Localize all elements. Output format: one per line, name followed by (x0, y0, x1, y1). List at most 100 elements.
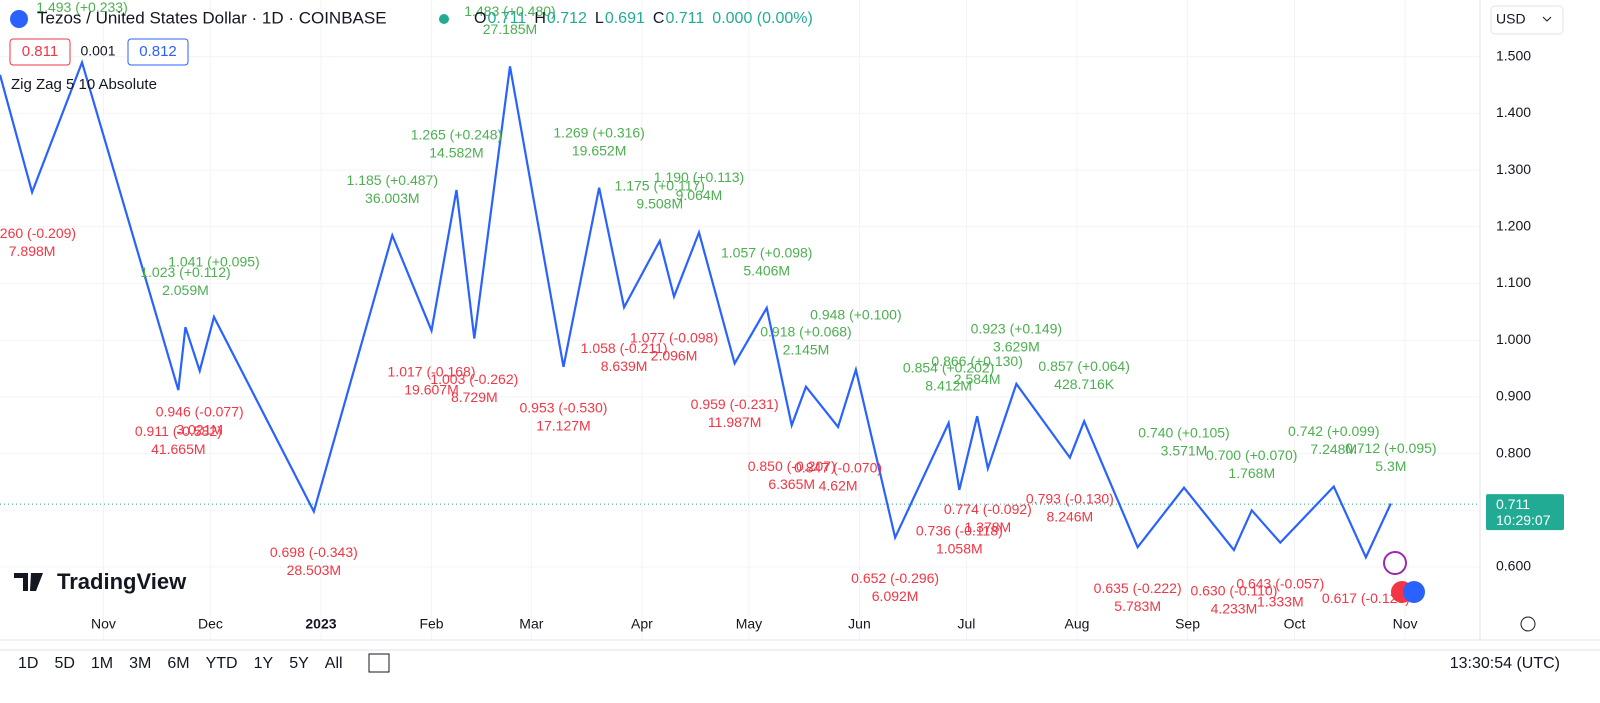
pivot-label: 0.948 (+0.100) (810, 306, 901, 322)
ohlc-key: O (474, 10, 486, 27)
pivot-label: 0.736 (-0.118) (916, 523, 1003, 539)
range-button[interactable]: 5D (54, 655, 74, 672)
spread: 0.001 (80, 43, 115, 59)
volume-label: 17.127M (536, 418, 590, 434)
buy-button[interactable] (127, 38, 189, 66)
date-range-icon[interactable] (368, 653, 390, 673)
clock: 13:30:54 (UTC) (1450, 655, 1560, 672)
range-button[interactable]: YTD (206, 655, 238, 672)
x-tick-label: Apr (631, 616, 653, 632)
volume-label: 8.246M (1047, 508, 1094, 524)
range-button[interactable]: 1D (18, 655, 38, 672)
pivot-label: 1.057 (+0.098) (721, 245, 812, 261)
volume-label: 19.607M (404, 381, 458, 397)
volume-label: 27.185M (483, 21, 537, 37)
volume-label: 28.503M (287, 562, 341, 578)
volume-label: 2.096M (651, 347, 698, 363)
x-tick-label: Jun (848, 616, 871, 632)
pivot-label: 1.269 (+0.316) (553, 124, 644, 140)
event-icon[interactable] (1383, 551, 1407, 575)
y-tick-label: 1.000 (1496, 331, 1531, 347)
symbol-title: Tezos / United States Dollar · 1D · COIN… (37, 8, 387, 27)
volume-label: 1.768M (1228, 465, 1275, 481)
volume-label: 7.248M (1310, 441, 1357, 457)
x-tick-label: Oct (1284, 616, 1306, 632)
pivot-label: 1.483 (+0.480) (464, 3, 555, 19)
currency-label[interactable]: USD (1496, 11, 1526, 27)
x-tick-label: Mar (519, 616, 543, 632)
buy-price[interactable]: 0.812 (139, 43, 177, 60)
y-tick-label: 1.300 (1496, 161, 1531, 177)
y-tick-label: 1.400 (1496, 104, 1531, 120)
pivot-label: 0.742 (+0.099) (1288, 423, 1379, 439)
pivot-label: 1.175 (+0.117) (615, 178, 705, 194)
y-tick-label: 1.500 (1496, 47, 1531, 63)
range-button[interactable]: 3M (129, 655, 151, 672)
currency-selector[interactable] (1490, 5, 1564, 35)
y-tick-label: 0.900 (1496, 388, 1531, 404)
pivot-label: 0.923 (+0.149) (971, 321, 1062, 337)
pivot-label: 1.260 (-0.209) (0, 225, 76, 241)
countdown: 10:29:07 (1496, 512, 1551, 528)
pivot-label: 0.847 (-0.070) (794, 460, 882, 476)
volume-label: 5.3M (1375, 458, 1406, 474)
volume-label: 4.233M (1211, 601, 1258, 617)
ohlc-key: C (653, 10, 665, 27)
footer: 1D 5D 1M 3M 6M YTD 1Y 5Y All (18, 655, 343, 672)
volume-label: 6.365M (768, 476, 815, 492)
volume-label: 3.021M (176, 422, 223, 438)
volume-label: 1.058M (936, 541, 983, 557)
pivot-label: 0.617 (-0.125) (1322, 590, 1410, 606)
sell-button[interactable] (9, 38, 71, 66)
pivot-label: 0.918 (+0.068) (760, 323, 851, 339)
flag-icon[interactable] (1403, 581, 1425, 603)
volume-label: 6.092M (872, 588, 919, 604)
x-tick-label: May (736, 616, 762, 632)
pivot-label: 0.700 (+0.070) (1206, 447, 1297, 463)
x-tick-label: Aug (1065, 616, 1090, 632)
x-tick-label: Nov (1393, 616, 1418, 632)
sell-price[interactable]: 0.811 (22, 43, 58, 60)
indicator-legend[interactable]: Zig Zag 5 10 Absolute (11, 76, 157, 93)
volume-label: 9.508M (636, 196, 683, 212)
volume-label: 2.145M (783, 341, 830, 357)
x-tick-label: Dec (198, 616, 223, 632)
volume-label: 7.898M (9, 243, 56, 259)
volume-label: 3.571M (1161, 442, 1208, 458)
volume-label: 8.639M (601, 358, 648, 374)
zigzag-line (0, 58, 1392, 561)
pivot-label: 0.698 (-0.343) (270, 544, 358, 560)
pivot-label: 0.630 (-0.110) (1190, 583, 1277, 599)
pivot-label: 0.850 (-0.207) (748, 458, 836, 474)
pivot-label: 1.017 (-0.168) (388, 363, 476, 379)
ohlc-key: H (534, 10, 546, 27)
range-button[interactable]: 1Y (254, 655, 274, 672)
settings-icon[interactable] (1520, 616, 1536, 632)
range-button[interactable]: 5Y (289, 655, 309, 672)
pivot-label: 0.643 (-0.057) (1236, 575, 1324, 591)
logo-mark (14, 573, 43, 591)
volume-label: 9.064M (676, 187, 723, 203)
pivot-label: 1.023 (+0.112) (140, 264, 230, 280)
range-button[interactable]: 1M (91, 655, 113, 672)
x-tick-label: Jul (958, 616, 976, 632)
volume-label: 2.584M (954, 371, 1001, 387)
pivot-label: 1.041 (+0.095) (168, 254, 259, 270)
range-button[interactable]: 6M (167, 655, 189, 672)
logo-text: TradingView (57, 569, 187, 594)
plot-area: 1.260 (-0.209) 7.898M 1.493 (+0.233) 0.911 … (0, 0, 1480, 640)
pivot-label: 0.857 (+0.064) (1038, 358, 1129, 374)
range-button[interactable]: All (325, 655, 343, 672)
pivot-label: 0.793 (-0.130) (1026, 490, 1114, 506)
pivot-label: 0.712 (+0.095) (1345, 440, 1436, 456)
y-tick-label: 1.200 (1496, 218, 1531, 234)
pivot-label: 1.493 (+0.233) (36, 0, 127, 15)
volume-label: 4.62M (819, 478, 858, 494)
dropdown-arrow (1542, 16, 1552, 22)
ohlc-change: 0.000 (0.00%) (712, 10, 813, 27)
last-price-box (1486, 494, 1564, 531)
x-tick-label: 2023 (305, 616, 336, 632)
pivot-label: 0.740 (+0.105) (1138, 424, 1229, 440)
volume-label: 2.059M (162, 282, 209, 298)
